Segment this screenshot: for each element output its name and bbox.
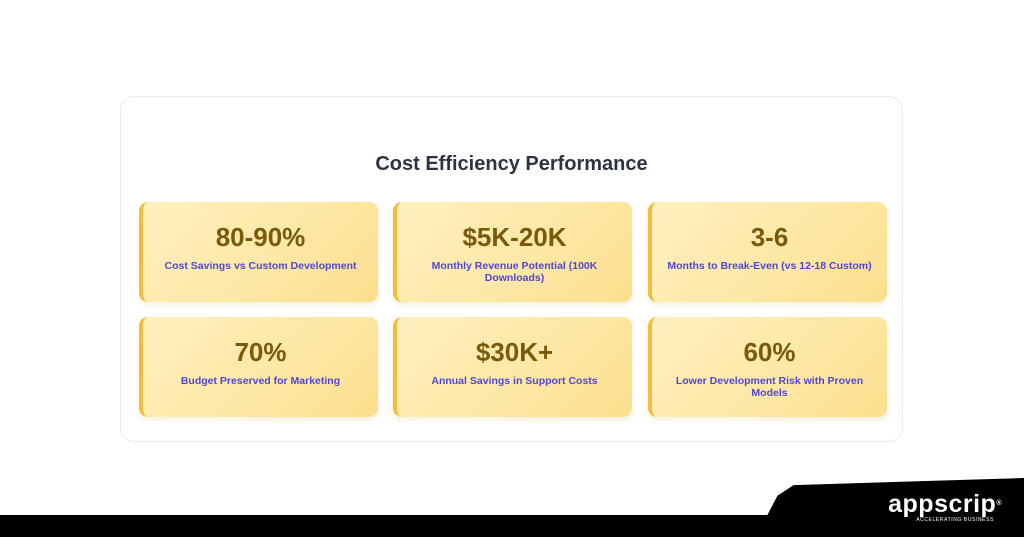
metrics-grid: 80-90% Cost Savings vs Custom Developmen…: [139, 202, 887, 417]
brand-name: appscrip®: [888, 490, 1002, 518]
metric-label: Monthly Revenue Potential (100K Download…: [431, 260, 598, 284]
metric-label: Budget Preserved for Marketing: [180, 375, 341, 387]
footer-brand-shape: [756, 478, 1024, 537]
brand-logo: appscrip® ACCELERATING BUSINESS: [888, 490, 1002, 524]
metric-value: 3-6: [750, 222, 789, 252]
metric-card-break-even: 3-6 Months to Break-Even (vs 12-18 Custo…: [648, 202, 887, 302]
brand-tagline: ACCELERATING BUSINESS: [916, 517, 994, 523]
metric-label: Months to Break-Even (vs 12-18 Custom): [667, 260, 872, 272]
metric-card-cost-savings: 80-90% Cost Savings vs Custom Developmen…: [139, 202, 378, 302]
metric-value: $30K+: [475, 337, 554, 367]
metric-value: 60%: [743, 337, 796, 367]
metrics-panel: Cost Efficiency Performance 80-90% Cost …: [120, 96, 903, 442]
metric-value: 80-90%: [215, 222, 306, 252]
metric-value: $5K-20K: [462, 222, 567, 252]
metric-card-support-savings: $30K+ Annual Savings in Support Costs: [393, 317, 632, 417]
registered-mark: ®: [996, 500, 1002, 507]
metric-value: 70%: [234, 337, 287, 367]
metric-card-monthly-revenue: $5K-20K Monthly Revenue Potential (100K …: [393, 202, 632, 302]
metric-label: Lower Development Risk with Proven Model…: [675, 375, 864, 399]
metric-label: Cost Savings vs Custom Development: [164, 260, 357, 272]
brand-wordmark: appscrip: [888, 490, 997, 518]
metric-label: Annual Savings in Support Costs: [431, 375, 598, 387]
metric-card-budget-preserved: 70% Budget Preserved for Marketing: [139, 317, 378, 417]
metric-card-development-risk: 60% Lower Development Risk with Proven M…: [648, 317, 887, 417]
panel-title: Cost Efficiency Performance: [375, 153, 648, 175]
